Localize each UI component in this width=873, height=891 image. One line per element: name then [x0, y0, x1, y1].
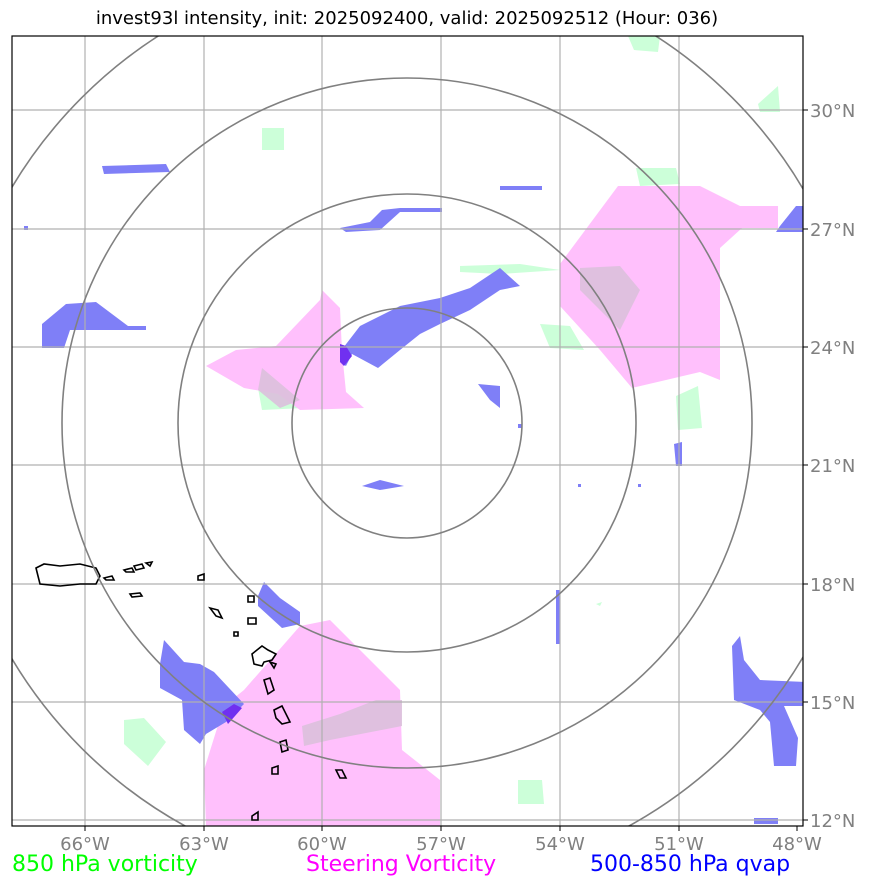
vort850-patch	[518, 780, 544, 804]
lat-tick-label: 15°N	[810, 693, 855, 714]
qvap-patch	[556, 590, 560, 644]
island-coast	[233, 631, 239, 637]
island-coast	[208, 606, 224, 620]
island-coast	[251, 810, 259, 821]
overlap-patch	[258, 368, 300, 408]
qvap-patch	[754, 818, 778, 824]
island-coast	[144, 560, 154, 568]
vort850-patch	[636, 168, 680, 186]
lon-tick-label: 60°W	[297, 834, 347, 855]
lat-tick-label: 12°N	[810, 811, 855, 832]
vort850-patch	[262, 128, 284, 150]
lon-tick-label: 63°W	[179, 834, 229, 855]
qvap-patch	[102, 164, 170, 174]
map-title: invest93l intensity, init: 2025092400, v…	[95, 8, 719, 29]
qvap-patch	[160, 640, 244, 744]
lat-tick-labels: 30°N 27°N 24°N 21°N 18°N 15°N 12°N	[810, 101, 855, 832]
lon-tick-label: 48°W	[772, 834, 822, 855]
island-coast	[334, 769, 348, 779]
qvap-patch	[776, 206, 803, 232]
qvap-patch	[578, 484, 581, 487]
island-coast	[271, 764, 279, 775]
vort850-patch	[540, 324, 584, 350]
island-coast	[132, 563, 146, 571]
range-ring	[177, 193, 637, 653]
legend-850-vorticity: 850 hPa vorticity	[12, 852, 198, 877]
lat-tick-label: 21°N	[810, 456, 855, 477]
tick-marks	[84, 109, 808, 831]
puerto-rico-coast	[35, 563, 101, 587]
map-frame	[11, 35, 804, 827]
lat-tick-label: 18°N	[810, 575, 855, 596]
qvap-patch	[340, 268, 520, 368]
range-ring	[291, 307, 523, 539]
overlap-layer	[258, 266, 640, 746]
range-ring	[61, 77, 753, 769]
qvap-patch	[674, 442, 682, 466]
island-coast	[122, 567, 136, 573]
overlap-patch	[302, 700, 402, 746]
lon-tick-label: 51°W	[654, 834, 704, 855]
lon-tick-labels: 66°W 63°W 60°W 57°W 54°W 51°W 48°W	[60, 834, 822, 855]
qvap-patch	[732, 636, 803, 766]
island-coast	[273, 704, 292, 725]
island-coast	[197, 572, 205, 581]
island-coast	[268, 660, 278, 670]
qvap-overlap-patch	[340, 344, 352, 366]
graticule	[12, 36, 803, 826]
legend-qvap: 500-850 hPa qvap	[590, 852, 791, 877]
island-coast	[247, 595, 255, 603]
overlap-patch	[580, 266, 640, 330]
island-coast	[251, 645, 278, 667]
qvap-patch	[258, 582, 300, 628]
island-coast	[247, 617, 257, 625]
vort850-patch	[628, 36, 660, 52]
qvap-patch	[42, 302, 146, 348]
vort850-patch	[596, 602, 602, 606]
qvap-overlap-layer	[222, 344, 352, 724]
vort850-patch	[460, 264, 560, 274]
vort850-patch	[758, 86, 780, 112]
lat-tick-label: 27°N	[810, 220, 855, 241]
lon-tick-label: 54°W	[535, 834, 585, 855]
qvap-patch	[478, 384, 500, 408]
steering-patch	[206, 290, 364, 410]
lon-tick-label: 66°W	[60, 834, 110, 855]
qvap-patch	[518, 424, 522, 428]
qvap-overlap-patch	[222, 704, 242, 724]
island-coast	[279, 738, 289, 754]
legend-steering-vorticity: Steering Vorticity	[306, 852, 497, 877]
coastlines	[35, 560, 348, 821]
lat-tick-label: 24°N	[810, 338, 855, 359]
lon-tick-label: 57°W	[416, 834, 466, 855]
qvap-patch	[500, 186, 542, 190]
island-coast	[128, 592, 144, 598]
qvap-patch	[340, 208, 442, 232]
island-coast	[102, 575, 116, 581]
qvap-layer	[24, 164, 803, 824]
island-coast	[263, 676, 275, 696]
lat-tick-label: 30°N	[810, 101, 855, 122]
steering-patch	[560, 186, 778, 388]
qvap-patch	[362, 480, 404, 490]
vort850-patch	[124, 718, 166, 766]
vort850-patch	[676, 386, 702, 430]
qvap-patch	[638, 484, 641, 487]
